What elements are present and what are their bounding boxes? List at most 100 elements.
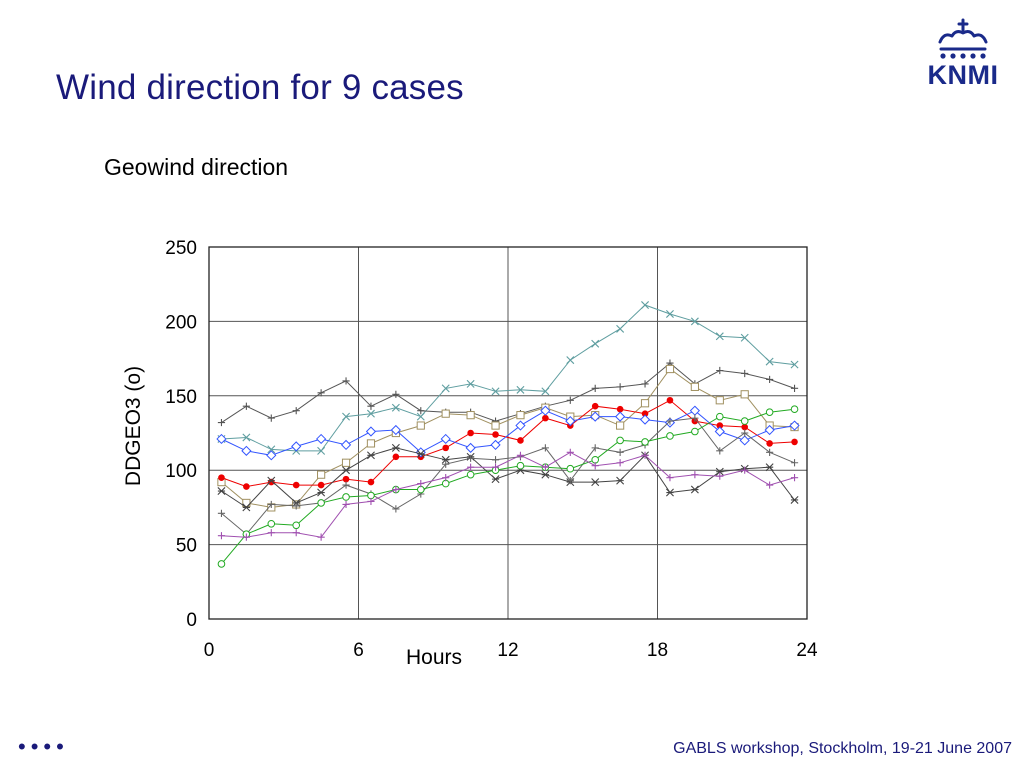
x-tick-label: 12 — [497, 640, 518, 661]
data-point — [392, 453, 400, 461]
data-point — [342, 412, 351, 421]
nav-dots: •••• — [18, 734, 69, 759]
data-point — [666, 474, 674, 482]
x-axis-label: Hours — [406, 646, 462, 669]
data-point — [391, 443, 400, 452]
data-point — [416, 421, 425, 430]
series-line — [221, 447, 795, 509]
data-point — [342, 466, 351, 475]
data-point — [367, 491, 375, 500]
slide-title: Wind direction for 9 cases — [56, 68, 464, 107]
data-point — [566, 396, 574, 404]
data-point — [416, 449, 425, 458]
data-point — [690, 382, 699, 391]
data-point — [741, 429, 749, 437]
series-line — [221, 417, 795, 535]
data-point — [639, 414, 651, 425]
series-group — [218, 396, 798, 490]
data-point — [691, 427, 699, 436]
data-point — [442, 460, 450, 468]
data-point — [466, 470, 475, 479]
data-point — [416, 485, 425, 494]
data-point — [465, 442, 476, 453]
data-point — [342, 493, 350, 501]
data-point — [292, 529, 300, 537]
series-group — [217, 405, 799, 568]
series-group — [217, 448, 799, 541]
data-point — [714, 426, 725, 437]
y-tick-label: 250 — [165, 238, 197, 259]
data-point — [715, 396, 724, 405]
data-point — [417, 407, 425, 415]
data-point — [292, 521, 301, 530]
data-point — [616, 405, 624, 413]
y-tick-label: 100 — [165, 461, 197, 482]
data-point — [267, 445, 276, 454]
data-point — [716, 366, 724, 375]
data-point — [641, 451, 649, 459]
data-point — [292, 407, 300, 415]
data-point — [492, 431, 499, 438]
data-point — [591, 339, 600, 348]
data-point — [441, 384, 450, 393]
data-point — [791, 438, 798, 446]
data-point — [615, 411, 626, 422]
logo-text: KNMI — [927, 60, 999, 90]
data-point — [243, 483, 250, 490]
data-point — [616, 324, 625, 333]
data-point — [691, 414, 699, 422]
data-point — [366, 451, 375, 460]
data-point — [766, 448, 774, 456]
data-point — [566, 448, 574, 456]
data-point — [491, 456, 500, 464]
data-point — [591, 478, 600, 487]
series-line — [221, 399, 795, 488]
x-tick-label: 24 — [796, 640, 818, 661]
data-point — [517, 437, 524, 444]
data-point — [491, 463, 500, 471]
data-point — [442, 444, 450, 452]
data-point — [267, 476, 276, 485]
data-point — [565, 415, 576, 427]
data-point — [566, 464, 575, 473]
y-tick-label: 200 — [165, 312, 197, 333]
data-point — [665, 488, 674, 497]
chart-axes: 0 50 100 150 200 250 0 6 12 18 24 — [165, 238, 818, 661]
data-point — [466, 411, 475, 420]
data-point — [766, 440, 773, 447]
data-point — [217, 487, 226, 496]
data-point — [392, 390, 400, 398]
y-tick-label: 50 — [176, 536, 197, 557]
data-point — [640, 399, 650, 408]
data-point — [391, 403, 400, 412]
x-tick-label: 0 — [204, 640, 215, 661]
data-point — [766, 375, 774, 384]
data-point — [342, 481, 350, 489]
data-point — [367, 497, 375, 506]
series-line — [221, 304, 795, 452]
data-point — [566, 356, 575, 365]
data-point — [566, 477, 574, 485]
data-point — [715, 332, 724, 341]
data-point — [342, 475, 350, 483]
data-point — [790, 474, 799, 482]
chart-series — [216, 301, 800, 568]
plot-frame — [208, 246, 808, 620]
footer-text: GABLS workshop, Stockholm, 19-21 June 20… — [673, 740, 1012, 757]
y-axis-label: DDGEO3 (o) — [122, 366, 145, 486]
data-point — [715, 467, 724, 476]
data-point — [367, 478, 375, 486]
data-point — [641, 301, 650, 310]
crown-icon — [938, 18, 988, 59]
data-point — [491, 387, 500, 396]
data-point — [292, 502, 300, 510]
data-point — [441, 455, 450, 464]
data-point — [666, 417, 674, 425]
data-point — [217, 509, 226, 517]
data-point — [740, 333, 749, 342]
series-group — [216, 405, 800, 461]
data-point — [317, 488, 326, 497]
data-point — [267, 414, 275, 422]
data-point — [690, 485, 699, 494]
data-point — [416, 412, 425, 421]
